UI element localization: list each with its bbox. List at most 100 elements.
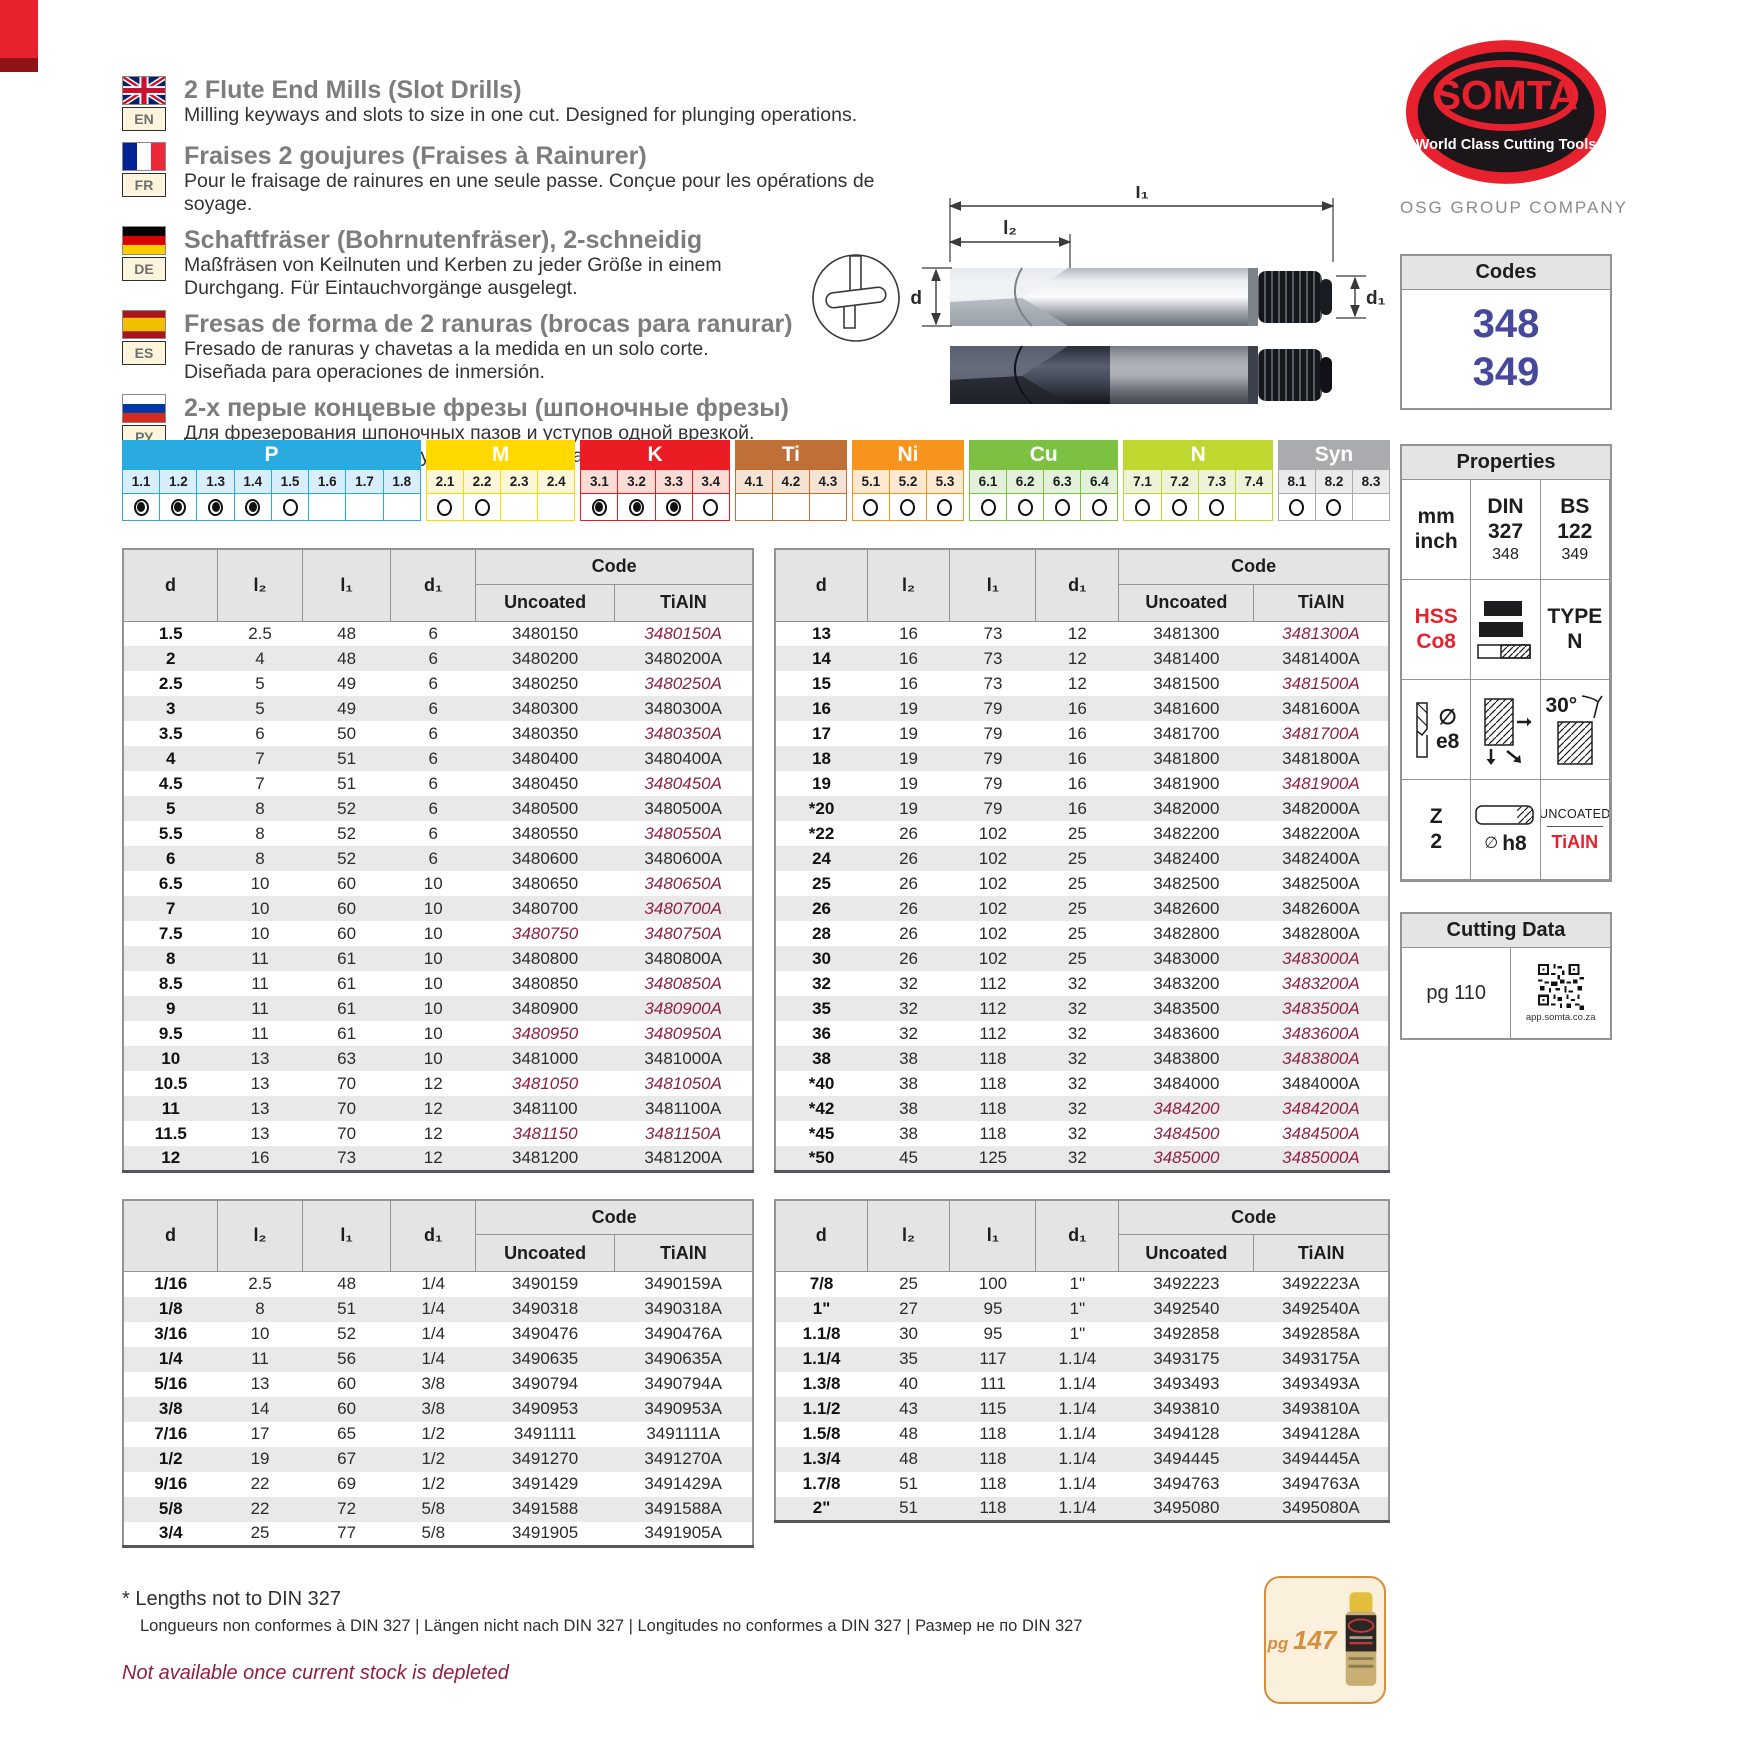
table-row: 7.5 10 60 10 3480750 3480750A — [158, 923, 722, 943]
prop-type: TYPE N — [1539, 579, 1610, 680]
material-radio-4.1[interactable] — [735, 493, 772, 520]
table-row: 35 32 112 32 3483500 3483500A — [775, 996, 1389, 1021]
table-row: 1.1/4 35 117 1.1/4 3493175 3493175A — [775, 1346, 1389, 1372]
column-header: l₁ — [949, 548, 1037, 622]
material-radio-8.3[interactable] — [1352, 493, 1389, 520]
table-row: 30 26 102 25 3483000 3483000A — [775, 946, 1389, 971]
footnotes: * Lengths not to DIN 327 Longueurs non c… — [122, 1588, 1242, 1685]
table-row: 8.5 11 61 10 3480850 3480850A — [158, 973, 722, 993]
column-header: l₂ — [866, 548, 951, 622]
prop-flutes: Z 2 — [1401, 779, 1472, 880]
product-description: Fresado de ranuras y chavetas a la medid… — [184, 338, 709, 383]
prop-bs-standard: BS 122 349 — [1539, 479, 1610, 580]
column-header: l₂ — [216, 548, 304, 622]
table-row: 11.5 13 70 12 3481150 3481150A — [154, 1123, 722, 1143]
footnote-asterisk: * Lengths not to DIN 327 — [122, 1588, 342, 1610]
material-radio-3.4[interactable] — [692, 493, 729, 520]
qr-code-icon — [1537, 963, 1584, 1010]
table-row: *42 38 118 32 3484200 3484200A — [775, 1096, 1389, 1121]
material-radio-5.3[interactable] — [926, 493, 963, 520]
prop-cutting-tolerance: ∅ e8 — [1401, 679, 1472, 780]
material-radio-2.1[interactable] — [426, 493, 464, 520]
material-radio-7.1[interactable] — [1124, 493, 1161, 520]
table-row: 16 19 79 16 3481600 3481600A — [775, 696, 1389, 721]
column-header: d₁ — [390, 548, 477, 622]
material-radio-2.3[interactable] — [501, 493, 538, 520]
material-radio-1.6[interactable] — [309, 493, 346, 520]
material-radio-1.7[interactable] — [346, 493, 383, 520]
material-radio-3.2[interactable] — [618, 493, 655, 520]
table-row: 26 26 102 25 3482600 3482600A — [775, 896, 1389, 921]
material-radio-3.3[interactable] — [655, 493, 692, 520]
table-row: 2.5 5 49 6 3480250 3480250A — [158, 673, 722, 693]
material-radio-8.1[interactable] — [1278, 493, 1315, 520]
material-radio-6.1[interactable] — [970, 493, 1007, 520]
material-radio-4.3[interactable] — [809, 493, 846, 520]
material-radio-4.2[interactable] — [772, 493, 809, 520]
material-radio-1.2[interactable] — [160, 493, 197, 520]
properties-box: Properties mm inch DIN 327 348 BS 122 34… — [1400, 444, 1612, 882]
language-code-badge: FR — [122, 173, 166, 197]
code-subheader: Uncoated — [1118, 1234, 1255, 1272]
code-subheader: Uncoated — [475, 583, 615, 622]
code-header: Code — [475, 548, 754, 585]
material-group-Syn: Syn — [1277, 440, 1390, 470]
material-radio-2.2[interactable] — [464, 493, 501, 520]
table-row: 28 26 102 25 3482800 3482800A — [812, 923, 1360, 943]
material-selector: P 1.1 1.2 1.3 1.4 1.5 1.6 1.7 1.8 M 2.1 2.2 2.3 2.4 K 3… — [122, 440, 1390, 521]
material-radio-6.4[interactable] — [1081, 493, 1118, 520]
column-header: d — [774, 1199, 868, 1272]
column-header: l₂ — [866, 1199, 951, 1272]
code-subheader: Uncoated — [1118, 583, 1255, 622]
table-row: *22 26 102 25 3482200 3482200A — [808, 823, 1360, 843]
material-radio-6.3[interactable] — [1044, 493, 1081, 520]
qr-caption: app.somta.co.za — [1525, 1011, 1596, 1023]
table-row: 32 32 112 32 3483200 3483200A — [812, 973, 1360, 993]
uk-flag-icon — [122, 76, 166, 105]
material-radio-1.1[interactable] — [123, 493, 160, 520]
material-radio-2.4[interactable] — [538, 493, 575, 520]
table-row: 1.3/4 48 118 1.1/4 3494445 3494445A — [775, 1446, 1389, 1472]
table-row: 1" 27 95 1" 3492540 3492540A — [775, 1296, 1389, 1322]
language-code-badge: ES — [122, 341, 166, 365]
table-row: 3 5 49 6 3480300 3480300A — [123, 696, 753, 721]
cutting-fluid-promo: pg 147 — [1264, 1576, 1386, 1704]
table-row: 1/4 11 56 1/4 3490635 3490635A — [123, 1346, 753, 1372]
product-description: Milling keyways and slots to size in one… — [184, 104, 858, 126]
code-subheader: Uncoated — [475, 1234, 615, 1272]
table-row: 19 19 79 16 3481900 3481900A — [812, 773, 1360, 793]
prop-material: HSS Co8 — [1401, 579, 1472, 680]
logo-brand-text: SOMTA — [1434, 72, 1578, 118]
language-sections: EN 2 Flute End Mills (Slot Drills) Milling… — [122, 76, 892, 478]
material-radio-5.2[interactable] — [889, 493, 926, 520]
material-cell-label: 2.1 — [426, 470, 464, 493]
table-row: 7/8 25 100 1" 3492223 3492223A — [809, 1274, 1360, 1294]
material-group-P: P — [122, 440, 421, 470]
table-row: *20 19 79 16 3482000 3482000A — [775, 796, 1389, 821]
material-radio-5.1[interactable] — [852, 493, 889, 520]
code-subheader: TiAlN — [613, 583, 754, 622]
table-row: 3/8 14 60 3/8 3490953 3490953A — [123, 1396, 753, 1422]
table-row: 15 16 73 12 3481500 3481500A — [812, 673, 1360, 693]
spray-can-icon — [1346, 1592, 1377, 1686]
angle-icon — [1582, 695, 1603, 719]
material-radio-1.4[interactable] — [234, 493, 271, 520]
svg-text:l₂: l₂ — [1003, 218, 1017, 239]
material-radio-1.8[interactable] — [383, 493, 420, 520]
material-radio-8.2[interactable] — [1315, 493, 1352, 520]
material-radio-7.2[interactable] — [1161, 493, 1198, 520]
product-tables: d l₂ l₁ d₁ Code Uncoated TiAlN 1.5 2.5 48 6 3480150… — [122, 548, 1390, 1548]
table-row: 24 26 102 25 3482400 3482400A — [775, 846, 1389, 871]
material-cell-label: 2.3 — [501, 470, 538, 493]
material-radio-6.2[interactable] — [1007, 493, 1044, 520]
material-radio-3.1[interactable] — [581, 493, 618, 520]
material-radio-7.3[interactable] — [1198, 493, 1235, 520]
shank-icon — [1475, 804, 1535, 825]
material-cell-label: 6.2 — [1007, 470, 1044, 493]
material-radio-1.5[interactable] — [271, 493, 309, 520]
material-radio-7.4[interactable] — [1235, 493, 1272, 520]
material-cell-label: 3.1 — [581, 470, 618, 493]
code-value: 349 — [1472, 350, 1540, 394]
material-radio-1.3[interactable] — [197, 493, 234, 520]
table-row: 10 13 63 10 3481000 3481000A — [123, 1046, 753, 1071]
